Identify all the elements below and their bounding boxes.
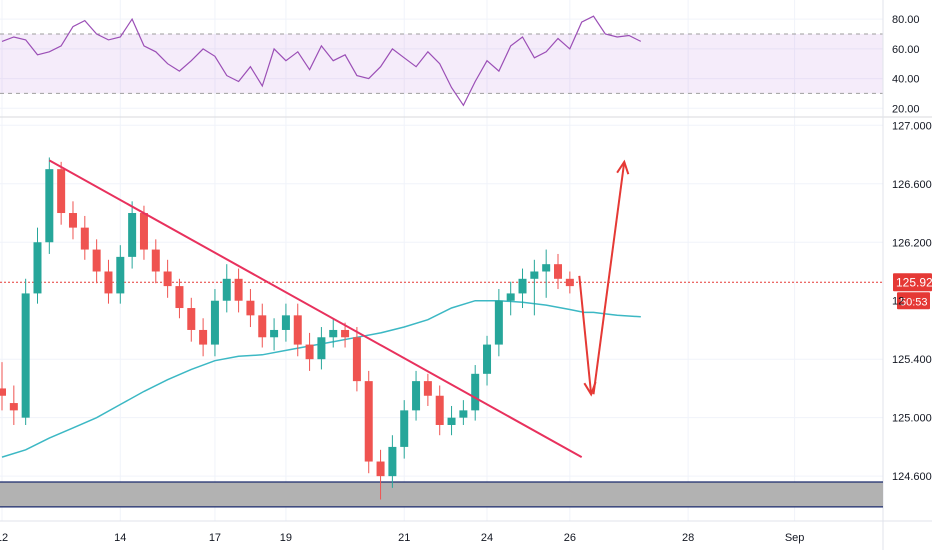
candle-body	[364, 381, 373, 462]
candle-body	[400, 410, 409, 447]
candle-body	[506, 293, 515, 301]
x-tick-label: 12	[0, 532, 8, 544]
candle-body	[435, 395, 444, 425]
candle-body	[128, 213, 137, 257]
candle-body	[68, 213, 77, 228]
price-y-tick-label: 125.000	[892, 413, 932, 425]
countdown-label-box	[897, 292, 930, 310]
candle-body	[116, 256, 125, 294]
x-tick-label: 19	[280, 532, 292, 544]
candle-body	[0, 388, 6, 396]
candle-body	[471, 373, 480, 411]
x-axis: 12 14 17 19 21 24 26 28 Sep	[0, 532, 804, 544]
candle-body	[210, 300, 219, 345]
x-tick-label: 21	[398, 532, 410, 544]
candle-body	[388, 446, 397, 477]
candle-body	[293, 315, 302, 345]
candle-body	[483, 344, 492, 374]
candle-body	[175, 286, 184, 309]
price-y-tick-label: 127.000	[892, 120, 932, 132]
rsi-band	[0, 34, 883, 94]
x-tick-label: 28	[682, 532, 694, 544]
candle-body	[565, 278, 574, 287]
candle-body	[234, 278, 243, 301]
candle-body	[329, 329, 338, 338]
candle-body	[92, 249, 101, 272]
candles	[0, 157, 574, 500]
forecast-arrow-shaft	[592, 161, 626, 395]
candle-body	[352, 337, 361, 382]
price-y-tick-label: 125.400	[892, 354, 932, 366]
candle-body	[139, 213, 148, 250]
candle-body	[554, 264, 563, 279]
candle-body	[281, 315, 290, 330]
x-tick-label: Sep	[785, 532, 805, 544]
candle-body	[530, 271, 539, 279]
x-tick-label: 24	[481, 532, 493, 544]
last-price-label-box	[893, 273, 932, 292]
price-y-tick-label: 126.200	[892, 237, 932, 249]
candle-body	[305, 344, 314, 360]
candle-body	[151, 249, 160, 272]
candle-body	[423, 381, 432, 396]
last-price-badge: 125.926 50:53 12	[892, 273, 932, 310]
rsi-y-tick-label: 20.00	[892, 103, 920, 115]
candle-body	[341, 329, 350, 338]
candle-body	[57, 169, 66, 214]
candle-body	[270, 329, 279, 338]
candle-body	[80, 227, 89, 250]
grid	[0, 0, 883, 521]
candle-body	[376, 461, 385, 477]
rsi-series-line	[1, 15, 642, 107]
candle-body	[518, 278, 527, 294]
x-tick-label: 17	[209, 532, 221, 544]
support-zone	[0, 481, 883, 507]
candle-body	[317, 337, 326, 360]
candle-body	[412, 381, 421, 411]
candle-body	[447, 417, 456, 425]
x-tick-label: 14	[114, 532, 126, 544]
rsi-pane[interactable]	[0, 15, 883, 107]
price-y-tick-label: 126.600	[892, 179, 932, 191]
forecast-arrow-head	[616, 159, 630, 175]
candle-body	[542, 264, 551, 272]
rsi-y-tick-label: 80.00	[892, 14, 920, 26]
countdown-label: 50:53	[900, 296, 928, 308]
candle-body	[9, 403, 18, 411]
candle-body	[222, 278, 231, 301]
candle-body	[199, 329, 208, 345]
candle-body	[459, 410, 468, 418]
rsi-y-tick-label: 60.00	[892, 44, 920, 56]
candle-body	[163, 271, 172, 287]
candle-body	[494, 300, 503, 345]
x-tick-label: 26	[564, 532, 576, 544]
last-price-label: 125.926	[896, 275, 932, 289]
price-pane[interactable]	[0, 157, 883, 508]
forecast-arrow-shaft	[578, 275, 593, 395]
partially-hidden-price-label: 12	[892, 295, 904, 307]
rsi-y-tick-label: 40.00	[892, 74, 920, 86]
y-axis: 80.00 60.00 40.00 20.00 127.000 126.600 126.20…	[892, 14, 932, 483]
candle-body	[258, 315, 267, 338]
candle-body	[104, 271, 113, 294]
descending-trendline[interactable]	[48, 159, 583, 459]
candle-body	[45, 169, 54, 243]
candle-body	[33, 242, 42, 294]
forecast-arrows[interactable]	[578, 159, 630, 397]
price-y-tick-label: 124.600	[892, 471, 932, 483]
candle-body	[21, 293, 30, 418]
candle-body	[246, 300, 255, 316]
candle-body	[187, 308, 196, 330]
